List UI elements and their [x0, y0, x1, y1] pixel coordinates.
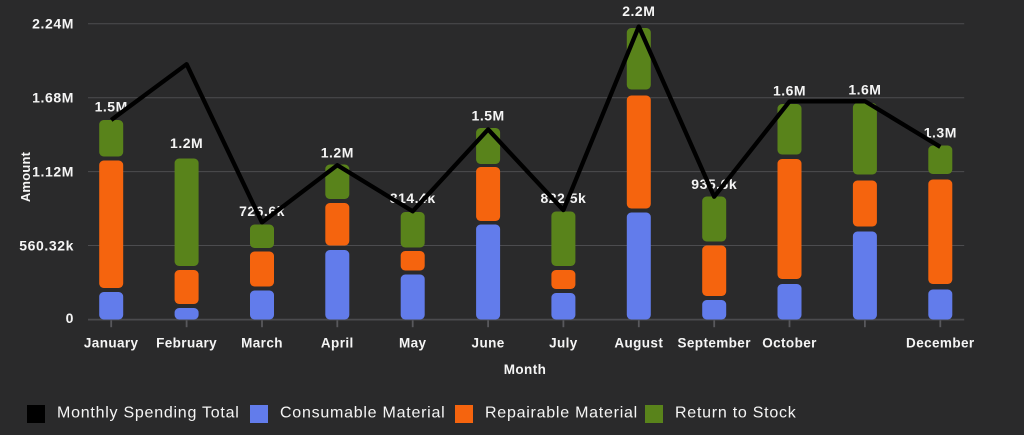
svg-text:0: 0: [66, 310, 74, 326]
svg-text:Return to Stock: Return to Stock: [675, 405, 797, 422]
svg-text:1.5M: 1.5M: [472, 108, 505, 124]
svg-text:March: March: [241, 336, 283, 351]
svg-text:June: June: [472, 336, 505, 351]
svg-text:Repairable Material: Repairable Material: [485, 405, 638, 422]
svg-text:May: May: [399, 336, 427, 351]
svg-text:Month: Month: [504, 362, 546, 377]
svg-text:560.32k: 560.32k: [19, 237, 74, 253]
svg-text:1.3M: 1.3M: [924, 125, 957, 141]
svg-text:822.5k: 822.5k: [540, 190, 586, 206]
svg-text:1.68M: 1.68M: [32, 90, 74, 106]
svg-text:Amount: Amount: [18, 151, 33, 202]
svg-text:January: January: [84, 336, 139, 351]
svg-text:2.2M: 2.2M: [622, 3, 655, 19]
svg-text:Monthly Spending Total: Monthly Spending Total: [57, 405, 240, 422]
svg-text:July: July: [549, 336, 578, 351]
svg-text:December: December: [906, 336, 975, 351]
svg-text:1.6M: 1.6M: [773, 82, 806, 98]
svg-text:September: September: [678, 336, 752, 351]
svg-text:1.2M: 1.2M: [170, 135, 203, 151]
svg-text:Consumable Material: Consumable Material: [280, 405, 445, 422]
svg-text:October: October: [762, 336, 817, 351]
svg-text:1.12M: 1.12M: [32, 163, 74, 179]
svg-text:August: August: [614, 336, 663, 351]
svg-text:February: February: [156, 336, 217, 351]
svg-text:April: April: [321, 336, 354, 351]
svg-text:1.5M: 1.5M: [95, 98, 128, 114]
svg-text:2.24M: 2.24M: [32, 16, 74, 32]
svg-text:1.6M: 1.6M: [848, 82, 881, 98]
svg-text:1.2M: 1.2M: [321, 145, 354, 161]
